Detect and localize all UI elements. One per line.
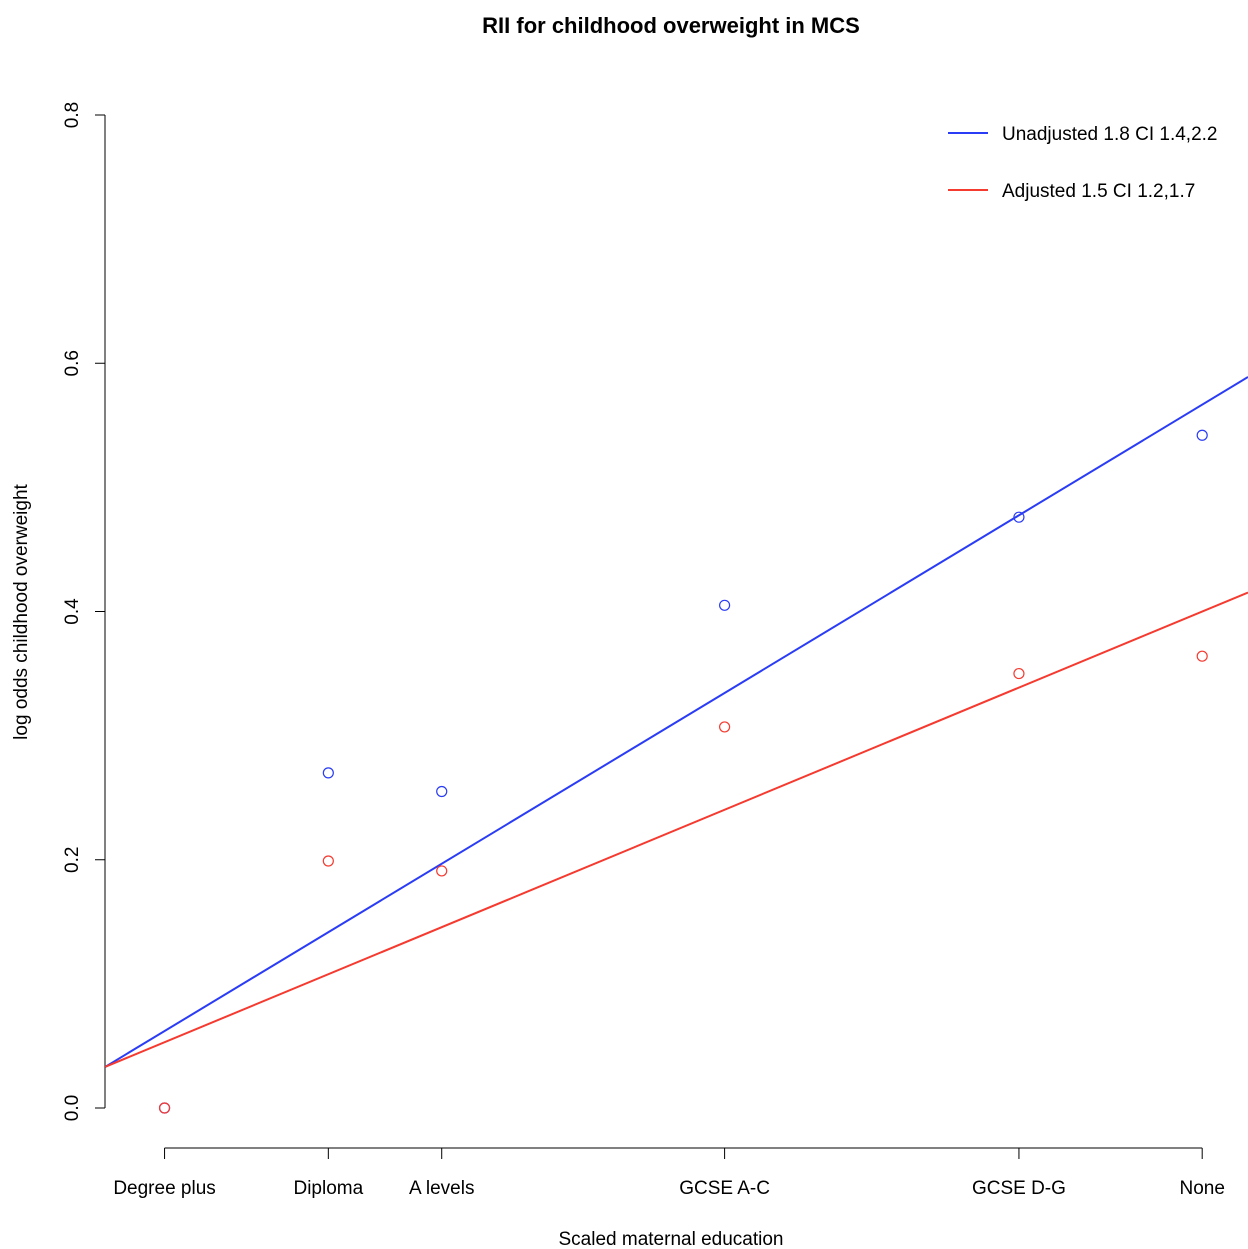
point-series-0	[1013, 511, 1025, 523]
x-tick-label: A levels	[409, 1178, 474, 1199]
y-tick-label: 0.4	[62, 598, 83, 625]
y-tick-label: 0.0	[62, 1095, 83, 1121]
legend: Unadjusted 1.8 CI 1.4,2.2 Adjusted 1.5 CI…	[948, 124, 1217, 202]
point-series-1	[158, 1102, 171, 1114]
y-tick-label: 0.8	[62, 102, 83, 128]
point-series-0	[436, 785, 448, 798]
y-tick-label: 0.2	[62, 847, 83, 873]
plot-area	[105, 376, 1248, 1114]
x-tick-label: Degree plus	[113, 1178, 215, 1199]
x-tick-label: GCSE A-C	[679, 1178, 770, 1199]
y-tick-label: 0.6	[62, 350, 83, 376]
point-series-0	[719, 599, 731, 611]
x-axis-label: Scaled maternal education	[559, 1229, 784, 1249]
point-series-1	[322, 855, 334, 867]
fit-line-series-1	[105, 591, 1248, 1068]
point-series-0	[322, 767, 334, 779]
x-tick-label: Diploma	[293, 1178, 363, 1199]
x-axis: Degree plus Diploma A levels GCSE A-C GCSE D…	[113, 1147, 1225, 1199]
chart-title: RII for childhood overweight in MCS	[482, 13, 860, 38]
fit-lines	[105, 376, 1248, 1068]
x-tick-label: None	[1179, 1178, 1224, 1199]
fit-line-series-0	[105, 376, 1248, 1068]
point-series-0	[1196, 429, 1208, 441]
point-series-1	[1196, 650, 1208, 662]
point-series-1	[719, 721, 731, 733]
point-series-1	[1013, 667, 1025, 680]
x-tick-label: GCSE D-G	[972, 1178, 1066, 1199]
y-axis-label: log odds childhood overweight	[11, 483, 32, 739]
y-axis: 0.0 0.2 0.4 0.6 0.8	[62, 102, 106, 1121]
point-series-1	[436, 865, 448, 877]
legend-label-1: Adjusted 1.5 CI 1.2,1.7	[1002, 181, 1195, 202]
legend-label-0: Unadjusted 1.8 CI 1.4,2.2	[1002, 124, 1217, 145]
data-points	[158, 429, 1208, 1114]
